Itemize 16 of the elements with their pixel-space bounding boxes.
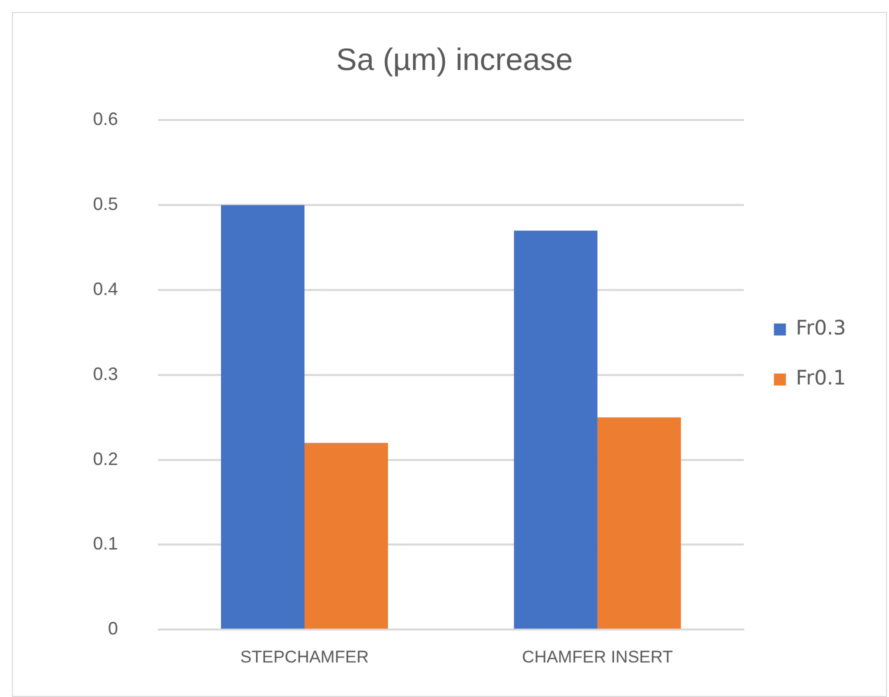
legend-label: Fr0.3 bbox=[796, 316, 846, 340]
y-tick-label: 0 bbox=[108, 618, 118, 639]
legend-label: Fr0.1 bbox=[796, 366, 846, 390]
bar bbox=[597, 417, 681, 629]
x-tick-label: STEPCHAMFER bbox=[240, 647, 369, 666]
x-tick-label: CHAMFER INSERT bbox=[522, 647, 673, 666]
y-tick-label: 0.1 bbox=[92, 534, 118, 554]
y-tick-label: 0.5 bbox=[92, 194, 118, 214]
y-tick-label: 0.3 bbox=[92, 364, 118, 384]
bar bbox=[221, 205, 304, 629]
bar bbox=[514, 230, 598, 629]
bar bbox=[304, 442, 388, 629]
y-tick-label: 0.2 bbox=[92, 448, 118, 469]
y-tick-label: 0.4 bbox=[92, 278, 118, 299]
y-tick-label: 0.6 bbox=[92, 109, 118, 130]
chart-title: Sa (µm) increase bbox=[336, 42, 573, 78]
